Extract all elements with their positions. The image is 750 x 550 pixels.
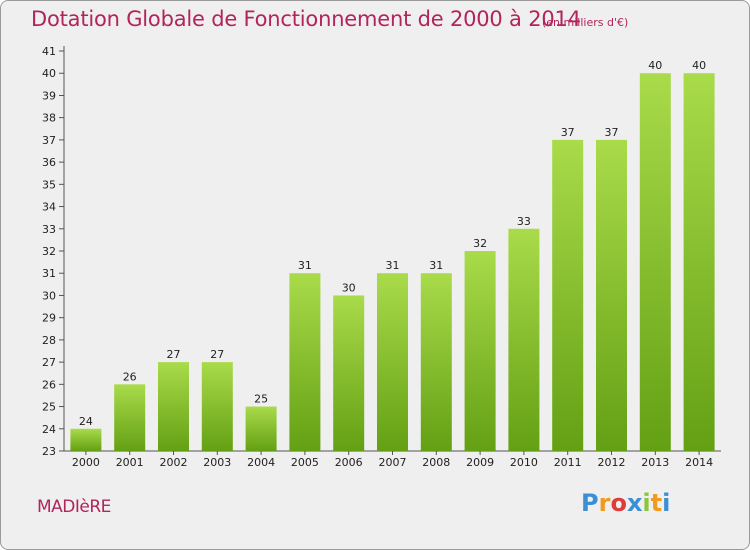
x-tick-label: 2004	[247, 456, 275, 469]
axes: 23 24 25 26 27 28 29 30 31 32 33 34 35 36 37 38 39 40 41 20…	[42, 45, 721, 469]
bar-2014	[683, 73, 715, 451]
data-label-2001: 26	[123, 370, 137, 383]
x-tick-label: 2014	[685, 456, 713, 469]
x-tick-label: 2010	[510, 456, 538, 469]
bar-2012	[596, 139, 627, 451]
bar-2013	[639, 73, 671, 451]
y-tick-label: 28	[42, 334, 56, 347]
y-tick-label: 31	[42, 267, 56, 280]
data-label-2005: 31	[298, 259, 312, 272]
data-label-2002: 27	[167, 348, 181, 361]
data-label-2009: 32	[473, 237, 487, 250]
y-tick-label: 41	[42, 45, 56, 58]
logo-letter: i	[662, 489, 671, 517]
chart-subtitle: (en milliers d'€)	[542, 16, 629, 29]
bar-2011	[552, 139, 584, 451]
x-tick-label: 2003	[203, 456, 231, 469]
bar-2007	[377, 273, 408, 451]
logo-letter: i	[642, 489, 651, 517]
bars	[70, 73, 715, 451]
y-tick-label: 40	[42, 67, 56, 80]
x-tick-label: 2005	[291, 456, 319, 469]
x-tick-label: 2008	[422, 456, 450, 469]
data-label-2013: 40	[648, 59, 662, 72]
y-tick-label: 35	[42, 178, 56, 191]
x-tick-label: 2012	[598, 456, 626, 469]
y-tick-label: 32	[42, 245, 56, 258]
logo-letter: r	[598, 489, 611, 517]
data-labels: 24 26 27 27 25 31 30 31 31 32 33 37 37 40 40	[79, 59, 706, 428]
x-tick-label: 2011	[554, 456, 582, 469]
data-label-2007: 31	[386, 259, 400, 272]
y-tick-label: 29	[42, 312, 56, 325]
y-tick-label: 38	[42, 112, 56, 125]
bar-2008	[420, 273, 452, 451]
y-tick-label: 34	[42, 201, 56, 214]
bar-2009	[464, 251, 496, 451]
x-tick-label: 2001	[116, 456, 144, 469]
logo-letter: o	[610, 489, 627, 517]
logo-letter: P	[581, 489, 599, 517]
x-tick-label: 2013	[641, 456, 669, 469]
x-tick-label: 2000	[72, 456, 100, 469]
x-tick-label: 2006	[335, 456, 363, 469]
data-label-2004: 25	[254, 393, 268, 406]
data-label-2011: 37	[561, 126, 575, 139]
data-label-2010: 33	[517, 215, 531, 228]
proxiti-logo: Proxiti	[581, 489, 670, 517]
y-tick-label: 30	[42, 289, 56, 302]
logo-letter: x	[626, 489, 643, 517]
y-tick-label: 23	[42, 445, 56, 458]
bar-2004	[245, 406, 277, 451]
data-label-2014: 40	[692, 59, 706, 72]
y-tick-label: 39	[42, 89, 56, 102]
y-tick-label: 24	[42, 423, 56, 436]
y-tick-label: 36	[42, 156, 56, 169]
y-tick-label: 27	[42, 356, 56, 369]
bar-2001	[114, 384, 146, 451]
y-tick-label: 26	[42, 378, 56, 391]
bar-2000	[70, 428, 102, 451]
chart-title: Dotation Globale de Fonctionnement de 20…	[31, 7, 581, 31]
bar-2010	[508, 228, 540, 451]
data-label-2006: 30	[342, 281, 356, 294]
x-tick-label: 2002	[160, 456, 188, 469]
data-label-2000: 24	[79, 415, 93, 428]
bar-2002	[158, 362, 189, 451]
y-tick-label: 25	[42, 401, 56, 414]
y-tick-label: 33	[42, 223, 56, 236]
data-label-2003: 27	[210, 348, 224, 361]
data-label-2012: 37	[605, 126, 619, 139]
data-label-2008: 31	[429, 259, 443, 272]
x-tick-label: 2009	[466, 456, 494, 469]
y-tick-label: 37	[42, 134, 56, 147]
bar-2003	[201, 362, 233, 451]
x-tick-label: 2007	[379, 456, 407, 469]
commune-name: MADIèRE	[37, 497, 111, 517]
logo-letter: t	[650, 489, 663, 517]
bar-2005	[289, 273, 321, 451]
bar-2006	[333, 295, 365, 451]
